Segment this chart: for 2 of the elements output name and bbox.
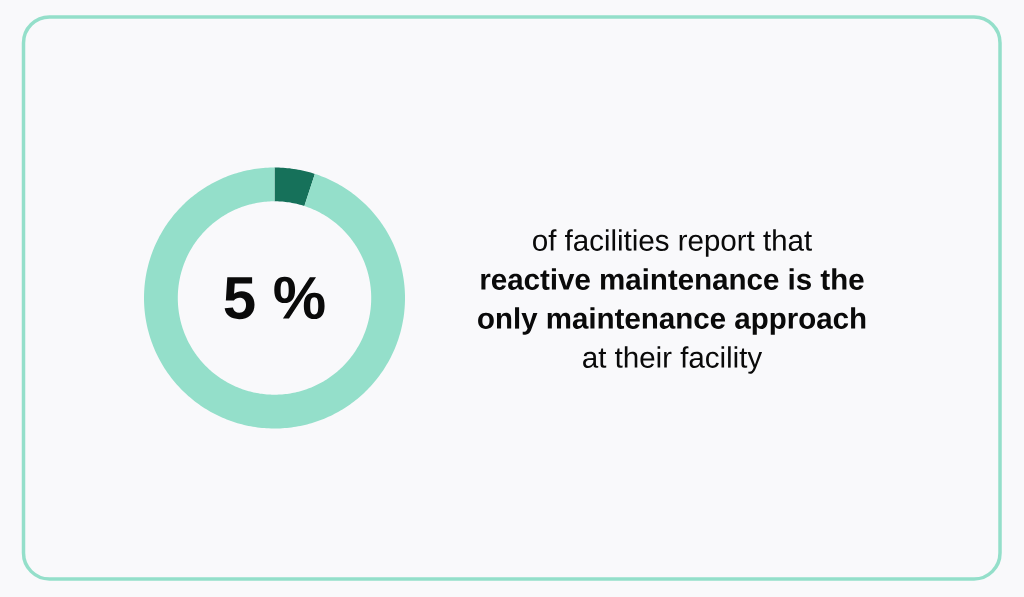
text: of facilities report that reactive maintenance is the only maintenance approach at their facility bbox=[478, 229, 866, 374]
text: 5 % bbox=[224, 276, 325, 320]
